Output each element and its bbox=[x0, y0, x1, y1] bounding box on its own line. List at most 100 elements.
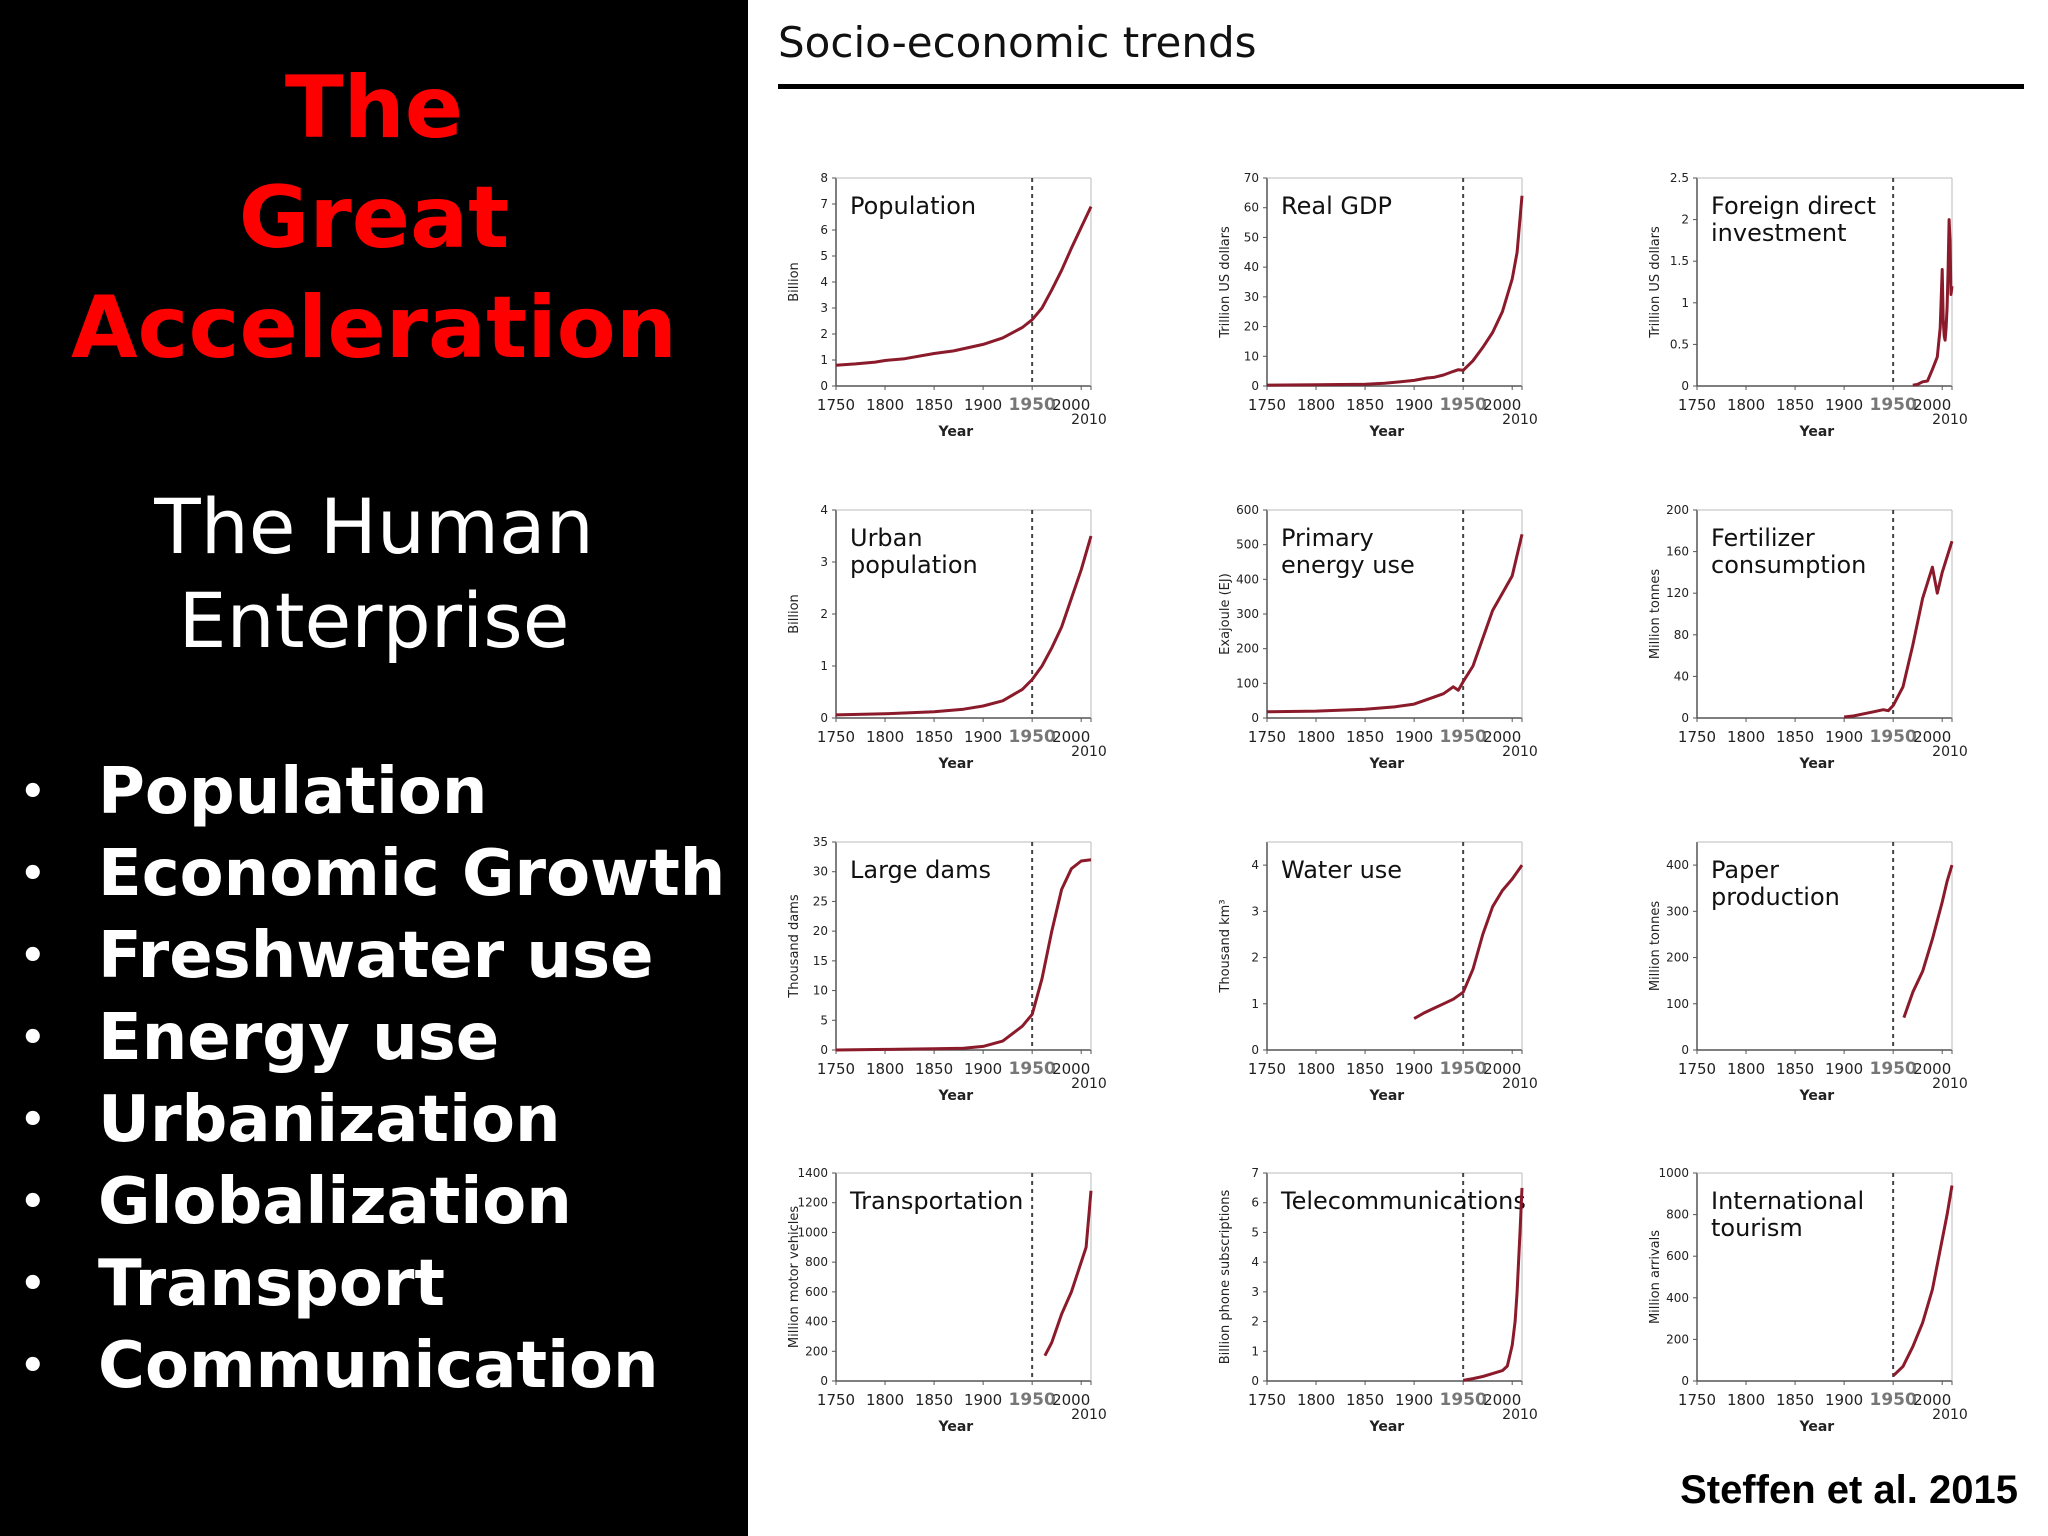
y-tick-label: 10 bbox=[1244, 349, 1259, 363]
y-tick-label: 200 bbox=[805, 1344, 828, 1358]
x-tick-label: 1950 bbox=[1439, 395, 1486, 415]
y-tick-label: 160 bbox=[1666, 545, 1689, 559]
y-axis-label: Thousand dams bbox=[787, 894, 802, 999]
chart-panel: 0 100 200 300 400 1750 1800 1850 1900 19502000201… bbox=[1648, 841, 1968, 1104]
y-axis-label: Million arrivals bbox=[1648, 1230, 1663, 1324]
chart-panel: 0 10 20 30 40 50 60 70 1750 1800 1850 1900 195020002… bbox=[1218, 171, 1538, 440]
bullet-symbol: • bbox=[20, 1179, 46, 1225]
x-tick-label: 2000 bbox=[1913, 1060, 1951, 1078]
bullet-symbol: • bbox=[20, 769, 46, 815]
x-tick-label: 1750 bbox=[1248, 396, 1286, 414]
x-tick-label: 1900 bbox=[1395, 396, 1433, 414]
series-line bbox=[835, 205, 1093, 367]
y-tick-label: 2 bbox=[1251, 1315, 1259, 1329]
y-axis-label: Billion bbox=[787, 262, 802, 302]
x-tick-label: 1950 bbox=[1008, 727, 1055, 747]
y-tick-label: 0 bbox=[820, 1374, 828, 1388]
y-tick-label: 7 bbox=[820, 197, 828, 211]
y-axis-label: Exajoule (EJ) bbox=[1218, 573, 1233, 655]
x-tick-label: 1900 bbox=[1395, 728, 1433, 746]
y-tick-label: 1 bbox=[1251, 1344, 1259, 1358]
y-axis-label: Trillion US dollars bbox=[1648, 226, 1663, 339]
y-tick-label: 0.5 bbox=[1670, 337, 1689, 351]
y-tick-label: 2 bbox=[820, 607, 828, 621]
x-axis-label: Year bbox=[1798, 1419, 1834, 1435]
x-tick-label: 1950 bbox=[1008, 1390, 1055, 1410]
y-tick-label: 600 bbox=[1236, 503, 1259, 517]
x-tick-label: 1850 bbox=[1776, 1060, 1814, 1078]
bullet-symbol: • bbox=[20, 1343, 46, 1389]
x-tick-label: 2000 bbox=[1483, 396, 1521, 414]
y-tick-label: 400 bbox=[805, 1315, 828, 1329]
chart-title: Paper bbox=[1711, 856, 1779, 884]
x-tick-label: 1900 bbox=[964, 1391, 1002, 1409]
x-tick-label: 1850 bbox=[915, 1060, 953, 1078]
chart-title: Population bbox=[850, 192, 976, 220]
y-tick-label: 200 bbox=[1236, 642, 1259, 656]
chart-title: production bbox=[1711, 883, 1840, 911]
y-tick-label: 300 bbox=[1236, 607, 1259, 621]
bullet-label: Urbanization bbox=[98, 1083, 561, 1157]
x-tick-label: 2000 bbox=[1483, 728, 1521, 746]
y-tick-label: 35 bbox=[813, 835, 828, 849]
x-tick-label: 1900 bbox=[964, 728, 1002, 746]
chart-panel: 0 200 400 600 800 1000 1750 1800 1850 1900 1950200… bbox=[1648, 1166, 1968, 1435]
x-tick-label: 2000 bbox=[1913, 1391, 1951, 1409]
y-tick-label: 200 bbox=[1666, 1332, 1689, 1346]
x-tick-label: 1900 bbox=[1395, 1391, 1433, 1409]
x-tick-label: 1800 bbox=[1297, 1060, 1335, 1078]
x-tick-label: 1850 bbox=[1776, 728, 1814, 746]
x-tick-label: 2000 bbox=[1052, 1060, 1090, 1078]
y-axis-label: Million tonnes bbox=[1648, 901, 1663, 992]
y-tick-label: 0 bbox=[1681, 711, 1689, 725]
bullet-label: Economic Growth bbox=[98, 837, 726, 911]
y-axis-label: Billion phone subscriptions bbox=[1218, 1189, 1233, 1364]
y-tick-label: 5 bbox=[820, 249, 828, 263]
x-tick-label: 1750 bbox=[1678, 396, 1716, 414]
chart-title: Water use bbox=[1281, 856, 1402, 884]
x-tick-label: 2010 bbox=[1932, 412, 1968, 428]
y-tick-label: 3 bbox=[820, 555, 828, 569]
x-tick-label: 1800 bbox=[866, 728, 904, 746]
bullet-item: • Globalization bbox=[20, 1162, 572, 1242]
y-tick-label: 3 bbox=[1251, 904, 1259, 918]
x-tick-label: 1800 bbox=[866, 396, 904, 414]
x-tick-label: 1850 bbox=[1776, 396, 1814, 414]
series-line bbox=[835, 535, 1093, 717]
y-tick-label: 0 bbox=[1681, 1043, 1689, 1057]
x-tick-label: 2010 bbox=[1071, 1407, 1107, 1423]
x-tick-label: 1850 bbox=[915, 1391, 953, 1409]
y-tick-label: 0 bbox=[1251, 1043, 1259, 1057]
x-tick-label: 1750 bbox=[1248, 1391, 1286, 1409]
series-line bbox=[1266, 533, 1524, 714]
slide-left-panel: The Great Acceleration The Human Enterpr… bbox=[0, 0, 748, 1536]
chart-title: population bbox=[850, 551, 978, 579]
y-tick-label: 2.5 bbox=[1670, 171, 1689, 185]
y-tick-label: 30 bbox=[813, 865, 828, 879]
x-tick-label: 1800 bbox=[1727, 1060, 1765, 1078]
y-tick-label: 1000 bbox=[797, 1225, 828, 1239]
bullet-label: Globalization bbox=[98, 1165, 572, 1239]
y-tick-label: 25 bbox=[813, 894, 828, 908]
x-tick-label: 1900 bbox=[1395, 1060, 1433, 1078]
x-tick-label: 1800 bbox=[1297, 1391, 1335, 1409]
figure-section-title: Socio-economic trends bbox=[778, 18, 1257, 67]
y-tick-label: 50 bbox=[1244, 230, 1259, 244]
y-tick-label: 200 bbox=[1666, 503, 1689, 517]
x-tick-label: 1800 bbox=[866, 1391, 904, 1409]
bullet-label: Population bbox=[98, 755, 488, 829]
y-tick-label: 0 bbox=[820, 379, 828, 393]
x-tick-label: 2000 bbox=[1483, 1391, 1521, 1409]
series-line bbox=[1266, 195, 1524, 387]
x-tick-label: 1800 bbox=[866, 1060, 904, 1078]
series-line bbox=[1413, 864, 1524, 1020]
chart-title: Telecommunications bbox=[1280, 1187, 1526, 1215]
y-tick-label: 120 bbox=[1666, 586, 1689, 600]
y-tick-label: 300 bbox=[1666, 904, 1689, 918]
y-tick-label: 5 bbox=[1251, 1225, 1259, 1239]
x-tick-label: 1950 bbox=[1869, 1390, 1916, 1410]
y-tick-label: 1.5 bbox=[1670, 254, 1689, 268]
y-tick-label: 20 bbox=[813, 924, 828, 938]
x-tick-label: 1950 bbox=[1439, 1390, 1486, 1410]
